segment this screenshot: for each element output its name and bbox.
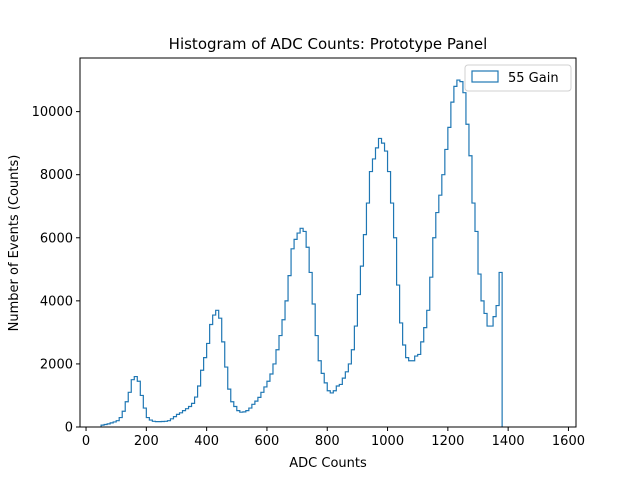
legend-label: 55 Gain (508, 71, 559, 86)
y-axis-label: Number of Events (Counts) (7, 155, 22, 332)
axes-frame (79, 57, 577, 428)
x-axis-label: ADC Counts (289, 456, 367, 471)
y-tick-label: 0 (65, 421, 73, 436)
y-tick-label: 4000 (40, 294, 73, 309)
x-tick-label: 0 (82, 434, 90, 449)
legend: 55 Gain (464, 64, 572, 92)
y-tick-label: 10000 (32, 105, 73, 120)
x-tick-label: 200 (134, 434, 159, 449)
x-tick-label: 1200 (431, 434, 464, 449)
x-tick-label: 400 (194, 434, 219, 449)
y-tick-label: 8000 (40, 168, 73, 183)
x-tick-label: 1400 (492, 434, 525, 449)
x-tick-label: 800 (315, 434, 340, 449)
x-tick-label: 1000 (371, 434, 404, 449)
x-tick-label: 600 (255, 434, 280, 449)
legend-swatch (471, 70, 499, 83)
y-tick-label: 2000 (40, 357, 73, 372)
x-tick-label: 1600 (552, 434, 585, 449)
y-tick-label: 6000 (40, 231, 73, 246)
histogram-series-55-gain (100, 79, 503, 427)
plot-area: 0 200 400 600 800 1000 1200 1400 1600 0 2000 4000 60… (32, 57, 585, 449)
chart-title: Histogram of ADC Counts: Prototype Panel (169, 35, 488, 53)
